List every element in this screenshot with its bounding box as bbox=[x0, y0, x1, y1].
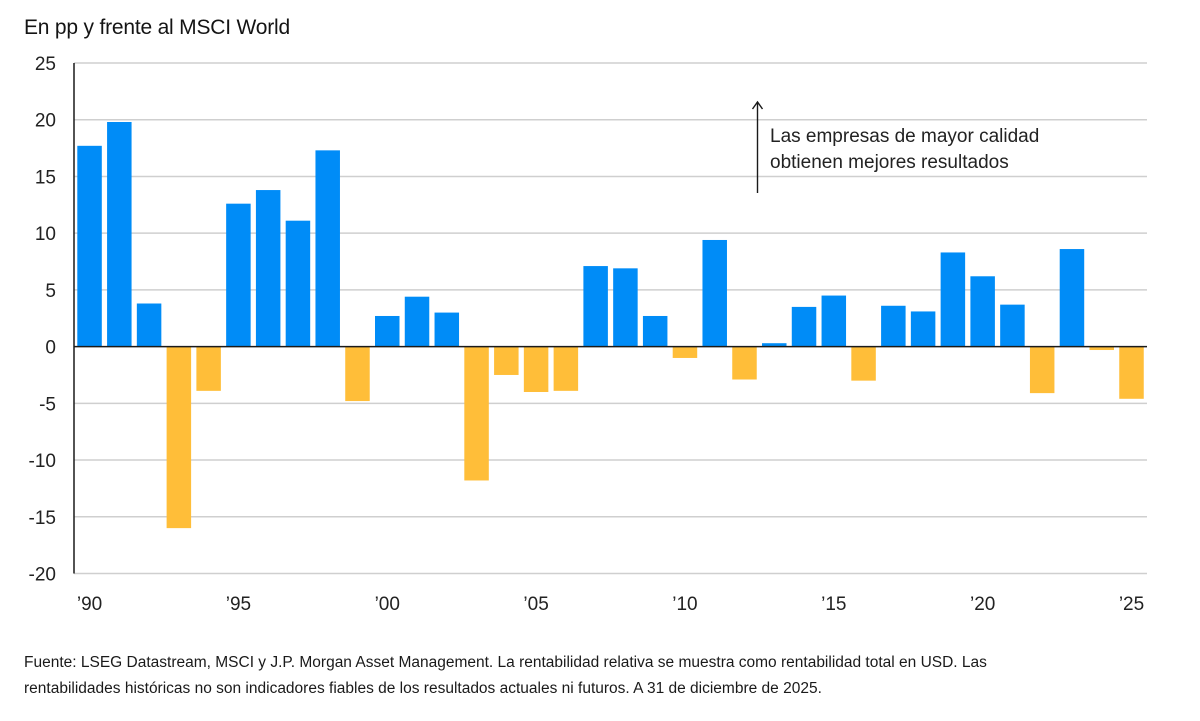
bar-2015 bbox=[821, 295, 847, 347]
y-tick-label: -10 bbox=[29, 451, 56, 472]
bar-1999 bbox=[345, 346, 370, 402]
y-tick-label: -20 bbox=[29, 565, 56, 586]
y-tick-label: 0 bbox=[45, 338, 56, 359]
gridlines bbox=[74, 62, 1147, 575]
bar-2007 bbox=[583, 266, 608, 347]
y-tick-label: 5 bbox=[45, 281, 56, 302]
bar-1990 bbox=[77, 145, 102, 347]
bar-1996 bbox=[255, 190, 281, 347]
source-note-line-2: rentabilidades históricas no son indicad… bbox=[24, 680, 822, 697]
annotation: Las empresas de mayor calidad obtienen m… bbox=[751, 100, 1039, 193]
bars bbox=[77, 121, 1144, 529]
x-tick-label: ’25 bbox=[1119, 594, 1144, 615]
annotation-line-2: obtienen mejores resultados bbox=[770, 152, 1009, 173]
y-tick-label: 15 bbox=[35, 167, 56, 188]
bar-2003 bbox=[464, 346, 489, 481]
bar-2013 bbox=[762, 343, 787, 347]
x-tick-label: ’00 bbox=[375, 594, 400, 615]
bar-1995 bbox=[226, 203, 251, 347]
bar-2014 bbox=[791, 306, 817, 347]
bar-2025 bbox=[1119, 346, 1144, 399]
bar-1992 bbox=[136, 303, 162, 347]
bar-1991 bbox=[107, 121, 132, 347]
bar-2020 bbox=[970, 276, 995, 347]
bar-1997 bbox=[285, 220, 311, 347]
arrowhead-icon bbox=[751, 100, 764, 110]
bar-2011 bbox=[702, 239, 727, 347]
bar-2021 bbox=[1000, 304, 1025, 347]
x-tick-label: ’20 bbox=[970, 594, 995, 615]
x-tick-label: ’15 bbox=[821, 594, 846, 615]
bar-2001 bbox=[404, 296, 430, 347]
bar-2017 bbox=[881, 305, 906, 347]
bar-1994 bbox=[196, 346, 221, 391]
bar-2006 bbox=[553, 346, 579, 391]
bar-2008 bbox=[613, 268, 638, 347]
x-tick-label: ’95 bbox=[226, 594, 251, 615]
source-note: Fuente: LSEG Datastream, MSCI y J.P. Mor… bbox=[24, 650, 1184, 702]
bar-1993 bbox=[166, 346, 192, 529]
y-tick-label: 25 bbox=[35, 54, 56, 75]
bar-2024 bbox=[1089, 346, 1114, 351]
bar-2016 bbox=[851, 346, 876, 381]
bar-2012 bbox=[732, 346, 757, 380]
bar-2009 bbox=[642, 315, 668, 347]
bar-2019 bbox=[940, 252, 966, 347]
y-tick-label: 20 bbox=[35, 111, 56, 132]
bar-2018 bbox=[910, 311, 936, 347]
y-tick-label: -15 bbox=[29, 508, 56, 529]
bar-chart: 25 20 15 10 5 0 -5 -10 -15 -20 ’90 ’95 ’00 ’05 ’10 ’15… bbox=[29, 54, 1147, 615]
bar-2005 bbox=[523, 346, 549, 392]
x-tick-label: ’10 bbox=[672, 594, 697, 615]
y-axis-ticks: 25 20 15 10 5 0 -5 -10 -15 -20 bbox=[29, 54, 56, 586]
bar-2004 bbox=[494, 346, 519, 375]
y-tick-label: 10 bbox=[35, 224, 56, 245]
bar-2023 bbox=[1059, 249, 1085, 347]
annotation-line-1: Las empresas de mayor calidad bbox=[770, 126, 1039, 147]
x-tick-label: ’05 bbox=[523, 594, 548, 615]
chart-title: En pp y frente al MSCI World bbox=[24, 16, 290, 39]
bar-2000 bbox=[375, 315, 400, 347]
bar-2002 bbox=[434, 312, 460, 347]
bar-1998 bbox=[315, 150, 340, 347]
source-note-line-1: Fuente: LSEG Datastream, MSCI y J.P. Mor… bbox=[24, 654, 987, 671]
bar-2022 bbox=[1029, 346, 1055, 394]
x-tick-label: ’90 bbox=[77, 594, 102, 615]
x-axis-ticks: ’90 ’95 ’00 ’05 ’10 ’15 ’20 ’25 bbox=[77, 594, 1144, 615]
y-tick-label: -5 bbox=[39, 394, 56, 415]
bar-2010 bbox=[672, 346, 698, 358]
